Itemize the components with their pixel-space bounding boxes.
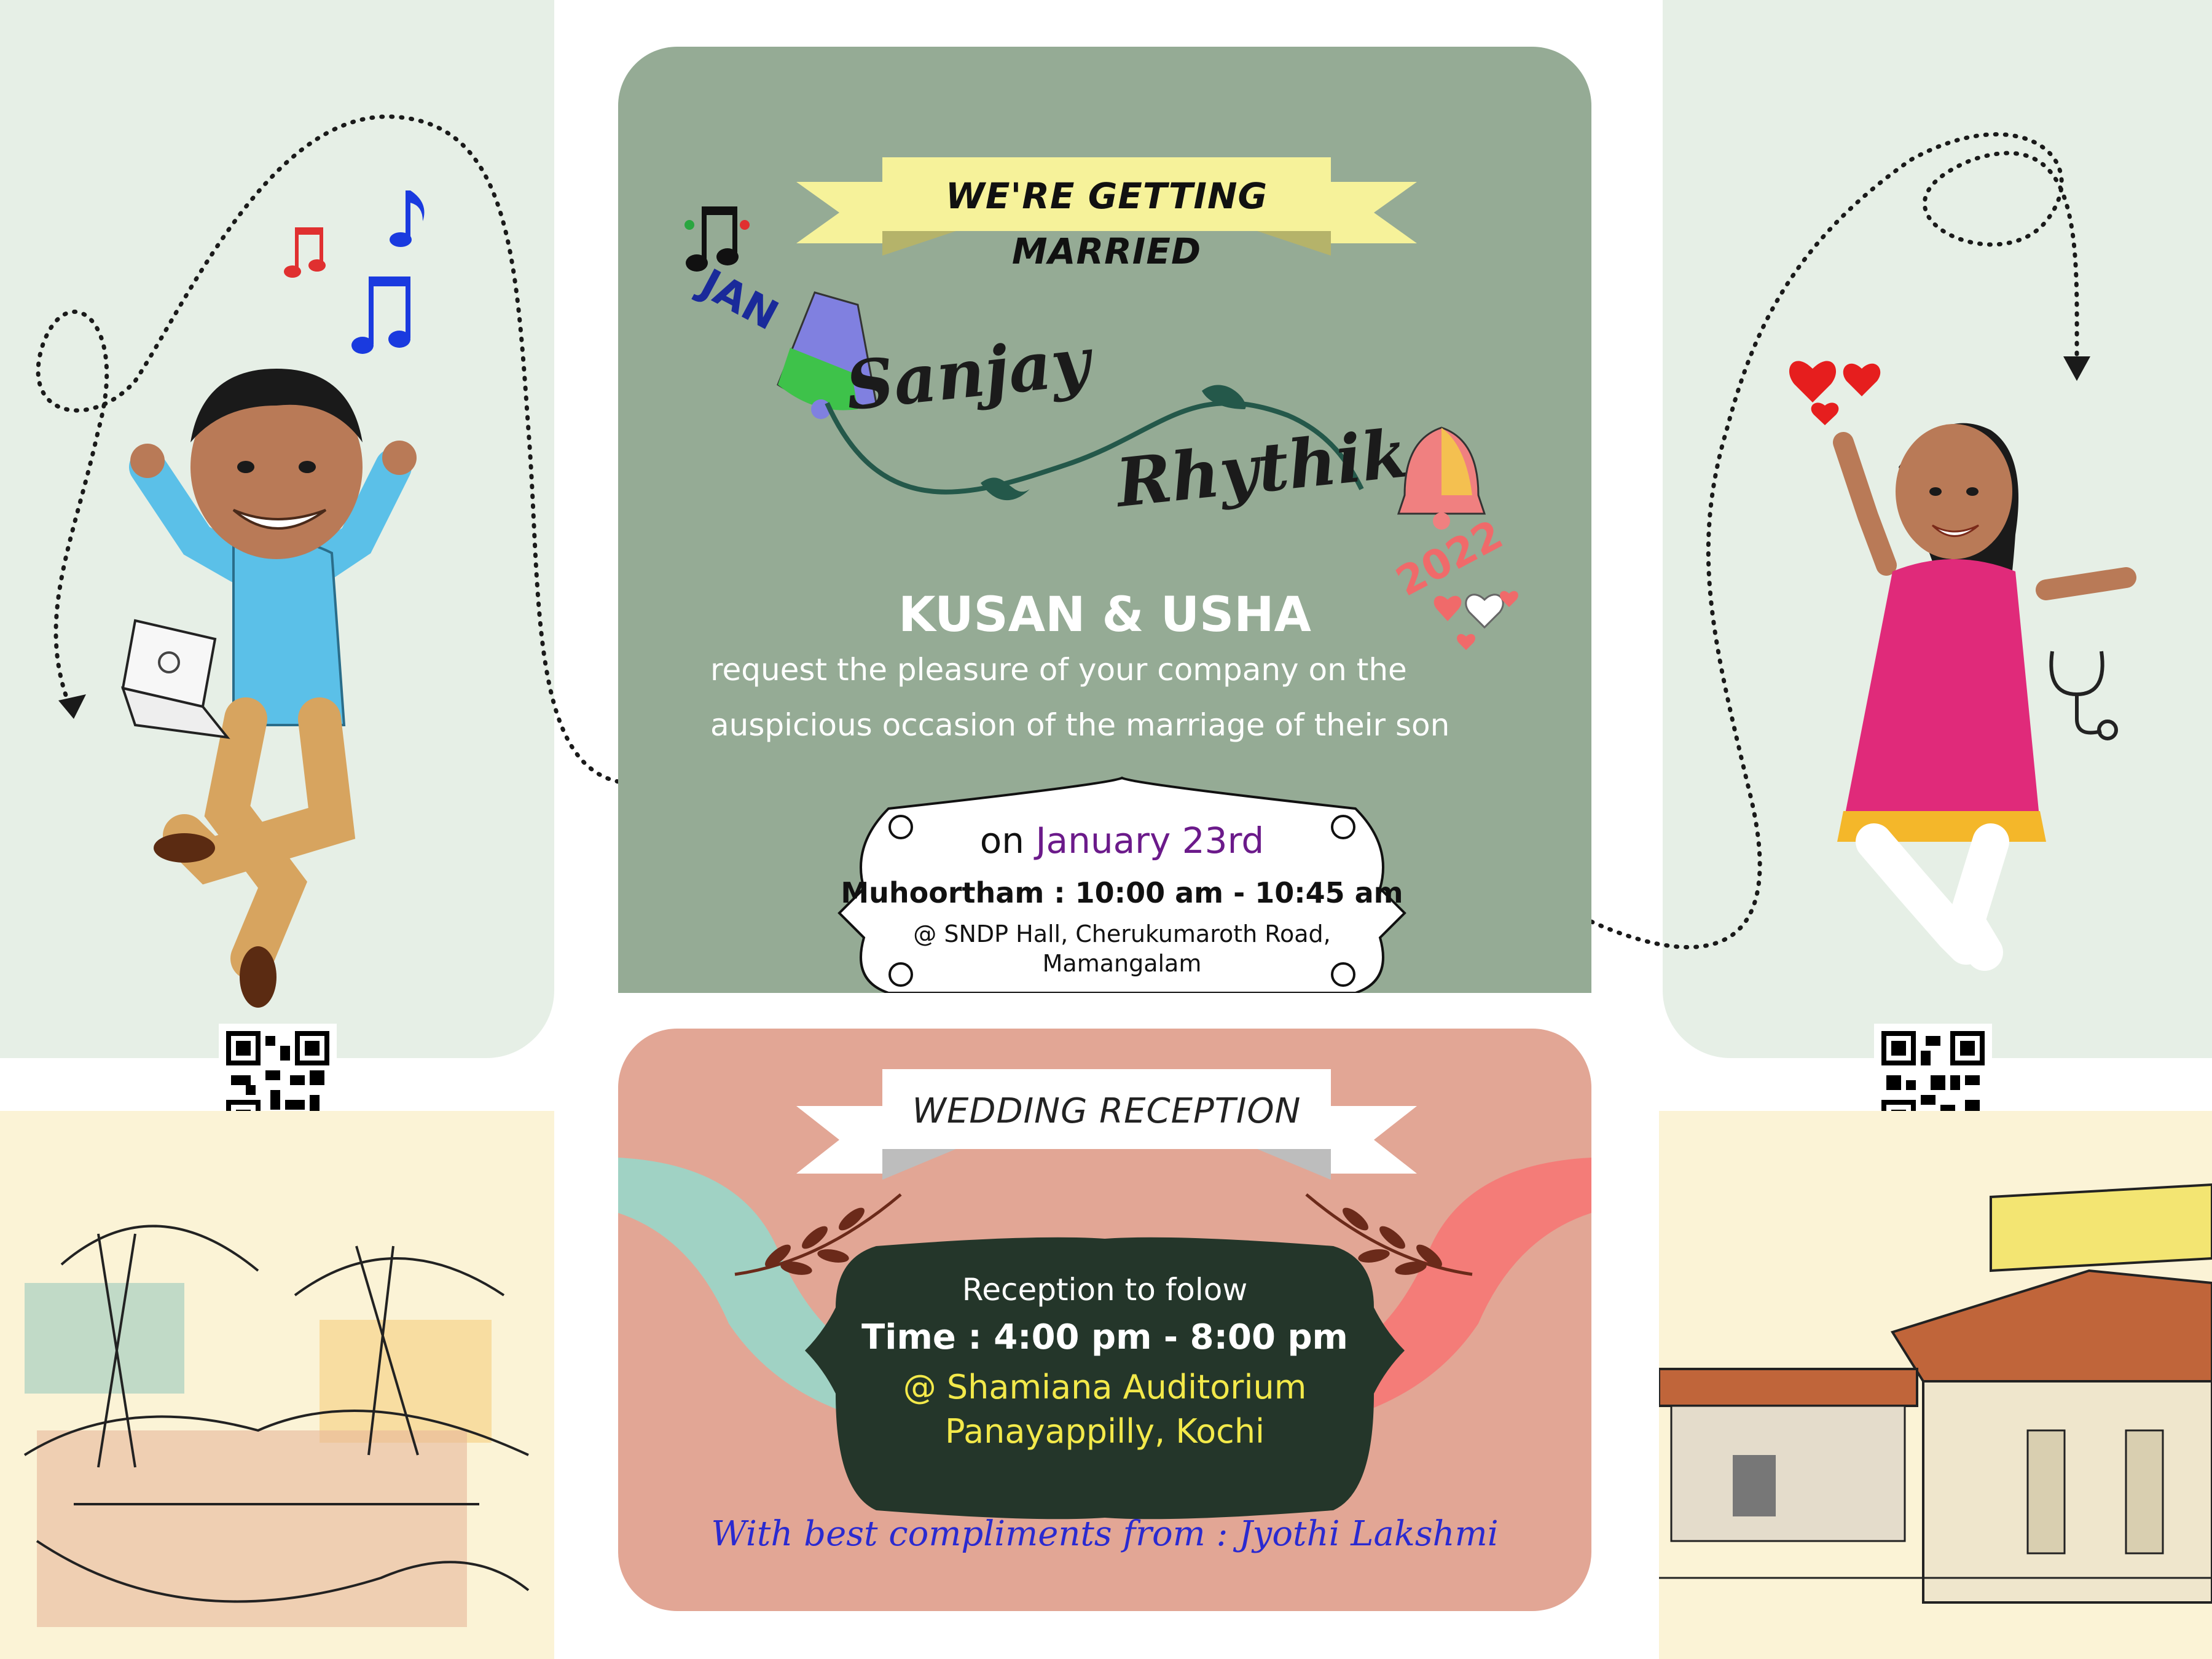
ceremony-date: on January 23rd xyxy=(827,820,1417,861)
date-value: January 23rd xyxy=(1035,820,1264,861)
stethoscope-icon xyxy=(2040,639,2144,743)
date-prefix: on xyxy=(980,820,1024,861)
invitation-card: WE'RE GETTING MARRIED JAN Sanjay Rhythik… xyxy=(618,47,1591,993)
request-line-1: request the pleasure of your company on … xyxy=(710,652,1407,688)
compliments-line: With best compliments from : Jyothi Laks… xyxy=(618,1514,1591,1554)
kerala-house-illustration xyxy=(1659,1111,2212,1659)
ceremony-venue-line-1: @ SNDP Hall, Cherukumaroth Road, xyxy=(827,920,1417,947)
getting-married-banner: WE'RE GETTING MARRIED xyxy=(882,168,1331,224)
laptop-icon xyxy=(111,614,233,750)
fishing-nets-sketch xyxy=(0,1111,554,1659)
request-line-2: auspicious occasion of the marriage of t… xyxy=(710,707,1449,743)
chinese-fishing-nets-illustration xyxy=(0,1111,554,1659)
ceremony-venue-line-2: Mamangalam xyxy=(827,950,1417,977)
reception-venue-line-1: @ Shamiana Auditorium xyxy=(802,1368,1407,1406)
muhoortham-time: Muhoortham : 10:00 am - 10:45 am xyxy=(827,876,1417,909)
heritage-building-sketch xyxy=(1659,1111,2212,1659)
hosts-names: KUSAN & USHA xyxy=(618,587,1591,643)
reception-time: Time : 4:00 pm - 8:00 pm xyxy=(802,1317,1407,1357)
reception-card: WEDDING RECEPTION Reception to folow Tim… xyxy=(618,1029,1591,1611)
wedding-reception-banner: WEDDING RECEPTION xyxy=(882,1078,1331,1145)
reception-venue-line-2: Panayappilly, Kochi xyxy=(802,1412,1407,1451)
reception-follow: Reception to folow xyxy=(802,1272,1407,1308)
